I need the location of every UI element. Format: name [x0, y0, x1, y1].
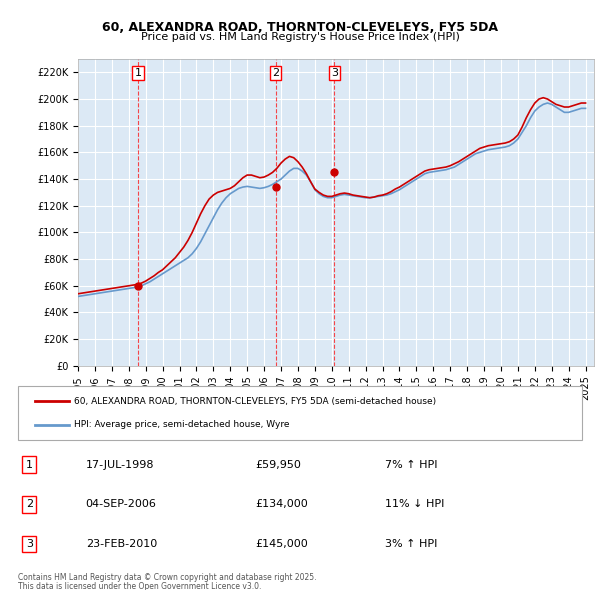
Text: 3: 3	[26, 539, 33, 549]
Text: £59,950: £59,950	[255, 460, 301, 470]
Text: 2: 2	[272, 68, 279, 78]
Text: Contains HM Land Registry data © Crown copyright and database right 2025.: Contains HM Land Registry data © Crown c…	[18, 573, 317, 582]
Text: 04-SEP-2006: 04-SEP-2006	[86, 500, 157, 509]
Text: 3% ↑ HPI: 3% ↑ HPI	[385, 539, 437, 549]
Text: 1: 1	[134, 68, 142, 78]
Text: 11% ↓ HPI: 11% ↓ HPI	[385, 500, 444, 509]
Text: HPI: Average price, semi-detached house, Wyre: HPI: Average price, semi-detached house,…	[74, 420, 290, 429]
Text: 60, ALEXANDRA ROAD, THORNTON-CLEVELEYS, FY5 5DA: 60, ALEXANDRA ROAD, THORNTON-CLEVELEYS, …	[102, 21, 498, 34]
Text: £145,000: £145,000	[255, 539, 308, 549]
Text: 1: 1	[26, 460, 33, 470]
Text: £134,000: £134,000	[255, 500, 308, 509]
Text: 60, ALEXANDRA ROAD, THORNTON-CLEVELEYS, FY5 5DA (semi-detached house): 60, ALEXANDRA ROAD, THORNTON-CLEVELEYS, …	[74, 397, 437, 406]
Text: Price paid vs. HM Land Registry's House Price Index (HPI): Price paid vs. HM Land Registry's House …	[140, 32, 460, 42]
Text: 23-FEB-2010: 23-FEB-2010	[86, 539, 157, 549]
Text: 2: 2	[26, 500, 33, 509]
Text: 17-JUL-1998: 17-JUL-1998	[86, 460, 154, 470]
Text: 3: 3	[331, 68, 338, 78]
Text: 7% ↑ HPI: 7% ↑ HPI	[385, 460, 437, 470]
Text: This data is licensed under the Open Government Licence v3.0.: This data is licensed under the Open Gov…	[18, 582, 262, 590]
FancyBboxPatch shape	[18, 386, 582, 440]
